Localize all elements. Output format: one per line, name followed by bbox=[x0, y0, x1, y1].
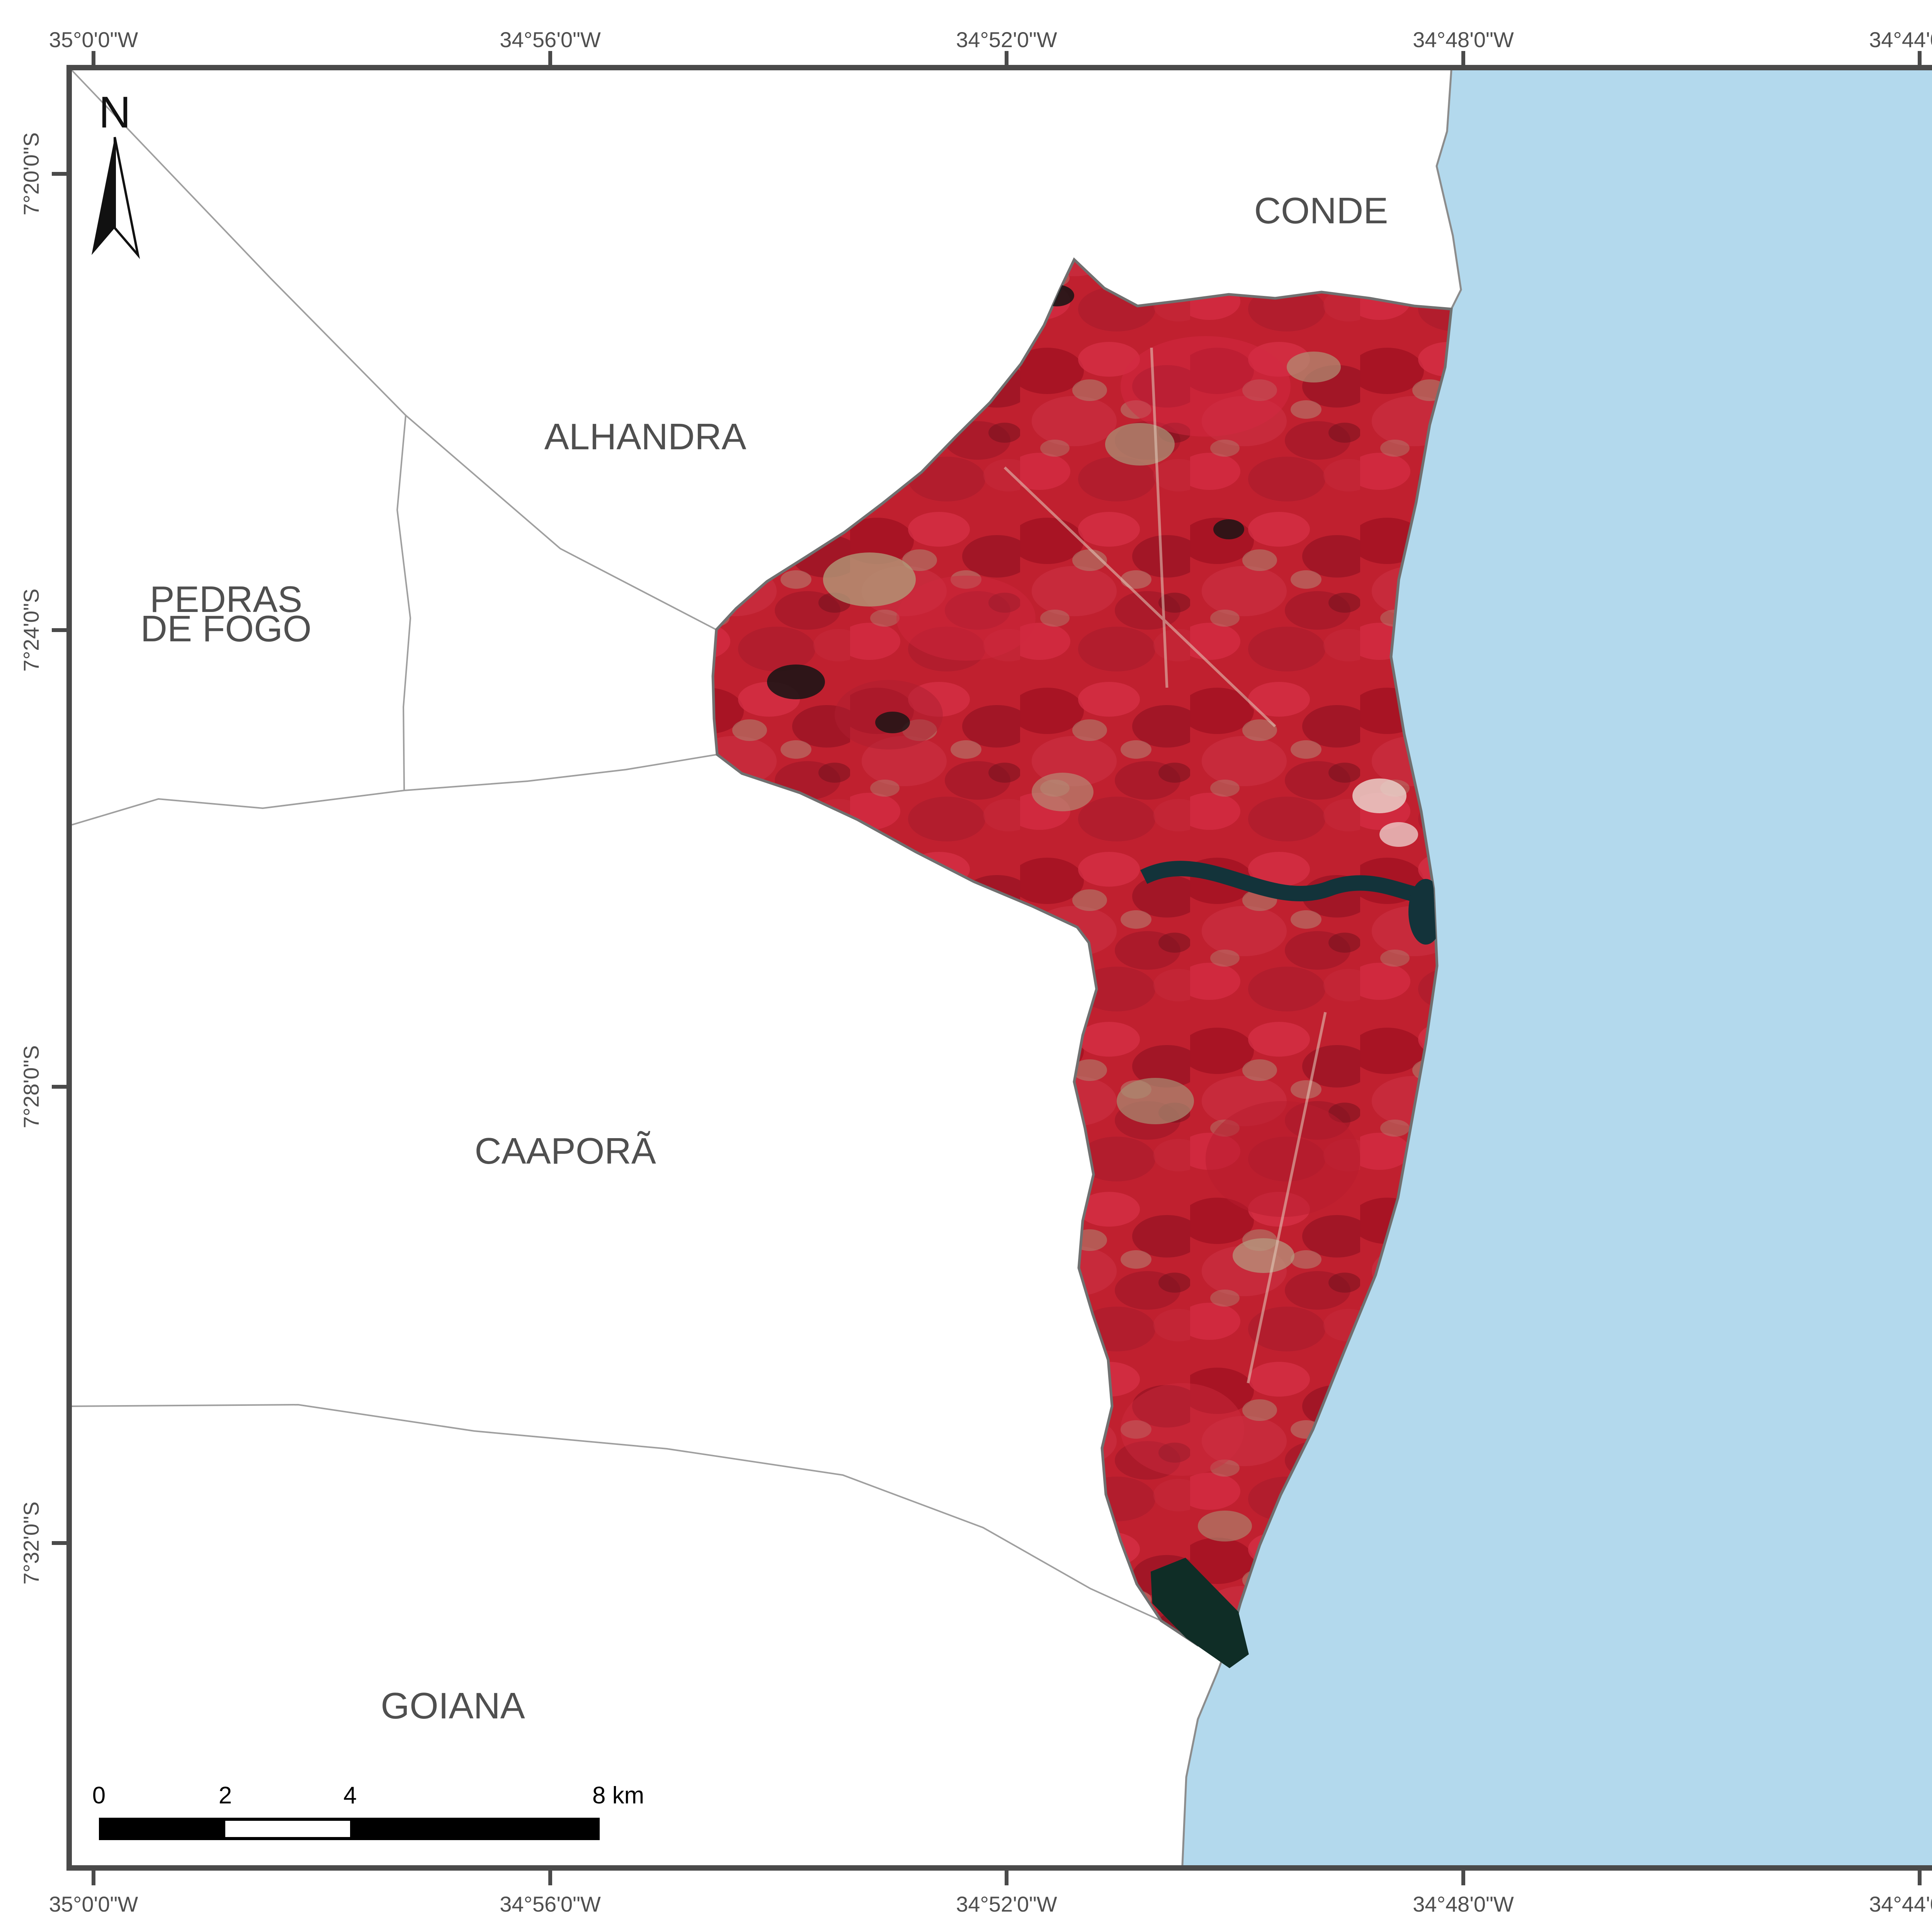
north-arrow: N bbox=[92, 88, 140, 259]
axis-top-3: 34°48'0"W bbox=[1413, 27, 1514, 52]
label-pedras-line1: PEDRAS bbox=[150, 579, 303, 620]
map-interior: CONDE ALHANDRA PEDRAS DE FOGO CAAPORÃ GO… bbox=[72, 70, 1932, 1865]
axis-left-2: 7°28'0"S bbox=[19, 1045, 43, 1128]
scale-label-4: 4 bbox=[344, 1782, 357, 1809]
axis-bottom-2: 34°52'0"W bbox=[956, 1892, 1057, 1916]
axis-top-1: 34°56'0"W bbox=[500, 27, 601, 52]
axis-bottom-3: 34°48'0"W bbox=[1413, 1892, 1514, 1916]
axis-top-0: 35°0'0"W bbox=[49, 27, 138, 52]
graticule-ticks bbox=[52, 51, 1922, 1885]
ocean-polygon bbox=[1182, 70, 1932, 1865]
scale-bar: 0 2 4 8 km bbox=[92, 1782, 644, 1840]
axis-top-2: 34°52'0"W bbox=[956, 27, 1057, 52]
label-caapora: CAAPORÃ bbox=[474, 1130, 656, 1172]
axis-bottom-4: 34°44'0"W bbox=[1869, 1892, 1932, 1916]
graticule-labels: 35°0'0"W 34°56'0"W 34°52'0"W 34°48'0"W 3… bbox=[19, 27, 1932, 1916]
label-pedras-line2: DE FOGO bbox=[141, 608, 312, 649]
place-labels: CONDE ALHANDRA PEDRAS DE FOGO CAAPORÃ GO… bbox=[141, 190, 1388, 1727]
axis-bottom-1: 34°56'0"W bbox=[500, 1892, 601, 1916]
axis-bottom-0: 35°0'0"W bbox=[49, 1892, 138, 1916]
satellite-mosaic-pitimbu bbox=[711, 257, 1453, 1668]
axis-left-3: 7°32'0"S bbox=[19, 1502, 43, 1585]
mangrove-patch bbox=[1151, 1558, 1249, 1668]
label-alhandra: ALHANDRA bbox=[544, 416, 747, 457]
label-conde: CONDE bbox=[1254, 190, 1388, 231]
label-goiana: GOIANA bbox=[381, 1685, 525, 1727]
municipal-boundaries bbox=[72, 70, 1162, 1621]
north-arrow-label: N bbox=[99, 88, 131, 137]
scale-label-0: 0 bbox=[92, 1782, 105, 1809]
axis-left-1: 7°24'0"S bbox=[19, 589, 43, 672]
scale-label-8km: 8 km bbox=[592, 1782, 644, 1809]
axis-left-0: 7°20'0"S bbox=[19, 133, 43, 216]
map-frame bbox=[66, 65, 1932, 1871]
axis-top-4: 34°44'0"W bbox=[1869, 27, 1932, 52]
scale-label-2: 2 bbox=[219, 1782, 232, 1809]
